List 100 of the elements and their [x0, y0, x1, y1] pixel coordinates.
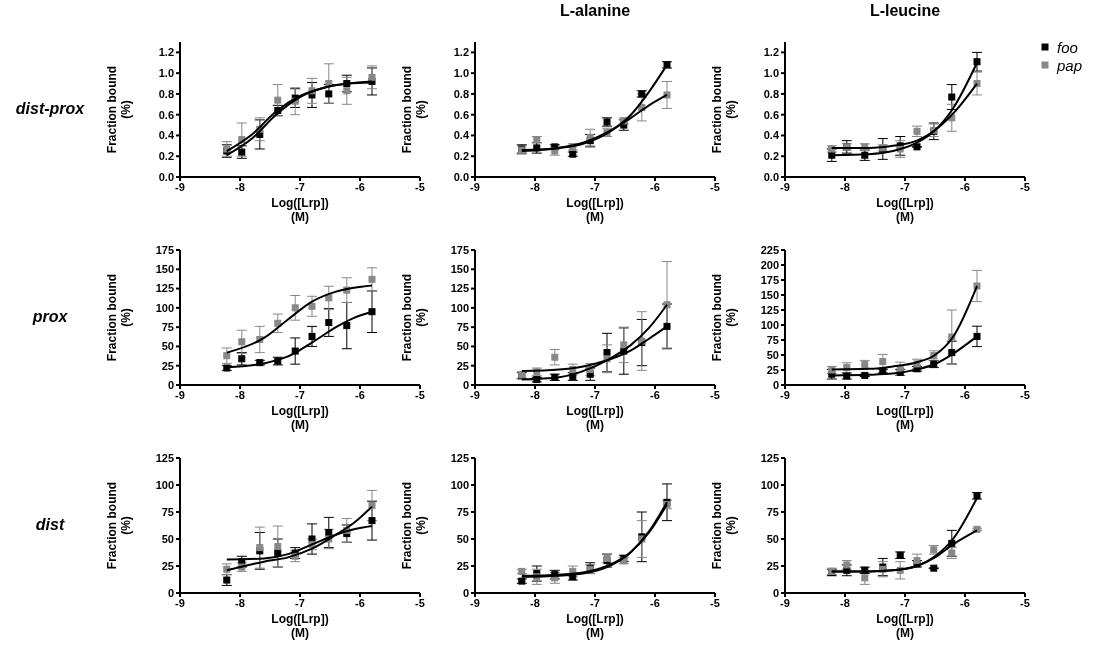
y-axis-title: Fraction bound (%)	[400, 481, 428, 570]
y-tick-label: 75	[161, 321, 174, 334]
y-tick-label: 0.0	[158, 170, 174, 183]
legend-label: foo	[1057, 38, 1078, 56]
y-tick-label: 0.4	[763, 129, 780, 142]
x-tick-label: -5	[1020, 596, 1030, 609]
y-tick-label: 50	[456, 532, 469, 545]
y-tick-label: 50	[161, 532, 174, 545]
text: dist-prox	[14, 100, 86, 118]
x-tick-label: -8	[235, 180, 245, 193]
x-axis-title: Log([Lrp]) (M)	[566, 404, 624, 432]
y-tick-label: 75	[161, 505, 174, 518]
x-tick-label: -7	[295, 596, 305, 609]
x-tick-label: -5	[415, 180, 425, 193]
y-tick-label: 0.2	[158, 150, 174, 163]
x-axis-title: Log([Lrp]) (M)	[876, 612, 934, 640]
y-axis-title: Fraction bound (%)	[710, 481, 738, 570]
x-tick-label: -9	[470, 388, 480, 401]
x-tick-label: -7	[295, 388, 305, 401]
y-tick-label: 100	[450, 478, 469, 491]
x-tick-label: -6	[650, 596, 660, 609]
x-tick-label: -9	[175, 388, 185, 401]
x-tick-label: -9	[780, 596, 790, 609]
x-tick-label: -5	[1020, 180, 1030, 193]
y-tick-label: 125	[155, 451, 174, 464]
x-tick-label: -8	[840, 388, 850, 401]
x-axis-title: Log([Lrp]) (M)	[876, 404, 934, 432]
y-tick-label: 100	[450, 301, 469, 314]
x-tick-label: -9	[175, 180, 185, 193]
x-tick-label: -8	[235, 596, 245, 609]
y-tick-label: 0.0	[763, 170, 779, 183]
y-tick-label: 1.2	[158, 46, 174, 59]
x-tick-label: -6	[650, 180, 660, 193]
legend-label: pap	[1057, 56, 1083, 74]
x-tick-label: -6	[960, 596, 970, 609]
y-tick-label: 0	[167, 378, 174, 391]
y-tick-label: 0	[167, 586, 174, 599]
x-tick-label: -5	[710, 180, 720, 193]
x-axis-title: Log([Lrp]) (M)	[566, 612, 624, 640]
y-tick-label: 75	[766, 505, 779, 518]
x-tick-label: -7	[900, 388, 910, 401]
y-tick-label: 0.8	[453, 87, 469, 100]
x-tick-label: -9	[780, 180, 790, 193]
y-tick-label: 50	[766, 348, 779, 361]
y-tick-label: 125	[450, 282, 469, 295]
y-tick-label: 0.2	[453, 150, 469, 163]
x-tick-label: -7	[590, 388, 600, 401]
x-tick-label: -5	[415, 596, 425, 609]
y-tick-label: 75	[456, 505, 469, 518]
chart-title: L-alanine	[558, 2, 632, 20]
x-tick-label: -8	[530, 180, 540, 193]
x-tick-label: -7	[590, 596, 600, 609]
x-tick-label: -5	[1020, 388, 1030, 401]
x-axis-title: Log([Lrp]) (M)	[271, 196, 329, 224]
x-tick-label: -5	[710, 388, 720, 401]
y-tick-label: 0.6	[453, 108, 469, 121]
x-tick-label: -8	[840, 180, 850, 193]
x-tick-label: -8	[840, 596, 850, 609]
y-tick-label: 0	[772, 378, 779, 391]
x-axis-title: Log([Lrp]) (M)	[271, 404, 329, 432]
y-axis-title: Fraction bound (%)	[710, 273, 738, 362]
text: prox	[31, 308, 69, 326]
y-tick-label: 225	[760, 243, 779, 256]
y-tick-label: 0	[462, 586, 469, 599]
y-tick-label: 25	[766, 559, 779, 572]
y-tick-label: 0.0	[453, 170, 469, 183]
y-tick-label: 100	[155, 301, 174, 314]
x-tick-label: -7	[590, 180, 600, 193]
x-tick-label: -8	[530, 596, 540, 609]
x-tick-label: -7	[295, 180, 305, 193]
x-tick-label: -6	[650, 388, 660, 401]
x-tick-label: -6	[355, 596, 365, 609]
y-axis-title: Fraction bound (%)	[400, 273, 428, 362]
x-axis-title: Log([Lrp]) (M)	[271, 612, 329, 640]
y-tick-label: 125	[760, 303, 779, 316]
y-tick-label: 1.0	[763, 67, 779, 80]
y-tick-label: 0.6	[763, 108, 779, 121]
y-tick-label: 100	[760, 478, 779, 491]
y-tick-label: 50	[161, 340, 174, 353]
y-tick-label: 75	[456, 321, 469, 334]
x-tick-label: -7	[900, 180, 910, 193]
x-tick-label: -6	[960, 388, 970, 401]
y-tick-label: 175	[155, 243, 174, 256]
y-axis-title: Fraction bound (%)	[400, 65, 428, 154]
y-tick-label: 0	[462, 378, 469, 391]
text: dist	[34, 516, 66, 534]
y-tick-label: 25	[456, 559, 469, 572]
y-tick-label: 1.2	[763, 46, 779, 59]
y-axis-title: Fraction bound (%)	[710, 65, 738, 154]
y-axis-title: Fraction bound (%)	[105, 65, 133, 154]
x-axis-title: Log([Lrp]) (M)	[566, 196, 624, 224]
x-tick-label: -8	[235, 388, 245, 401]
x-tick-label: -9	[175, 596, 185, 609]
y-tick-label: 150	[155, 263, 174, 276]
x-tick-label: -5	[710, 596, 720, 609]
x-tick-label: -6	[960, 180, 970, 193]
y-tick-label: 0.6	[158, 108, 174, 121]
y-tick-label: 25	[161, 359, 174, 372]
y-tick-label: 25	[161, 559, 174, 572]
y-tick-label: 25	[766, 363, 779, 376]
